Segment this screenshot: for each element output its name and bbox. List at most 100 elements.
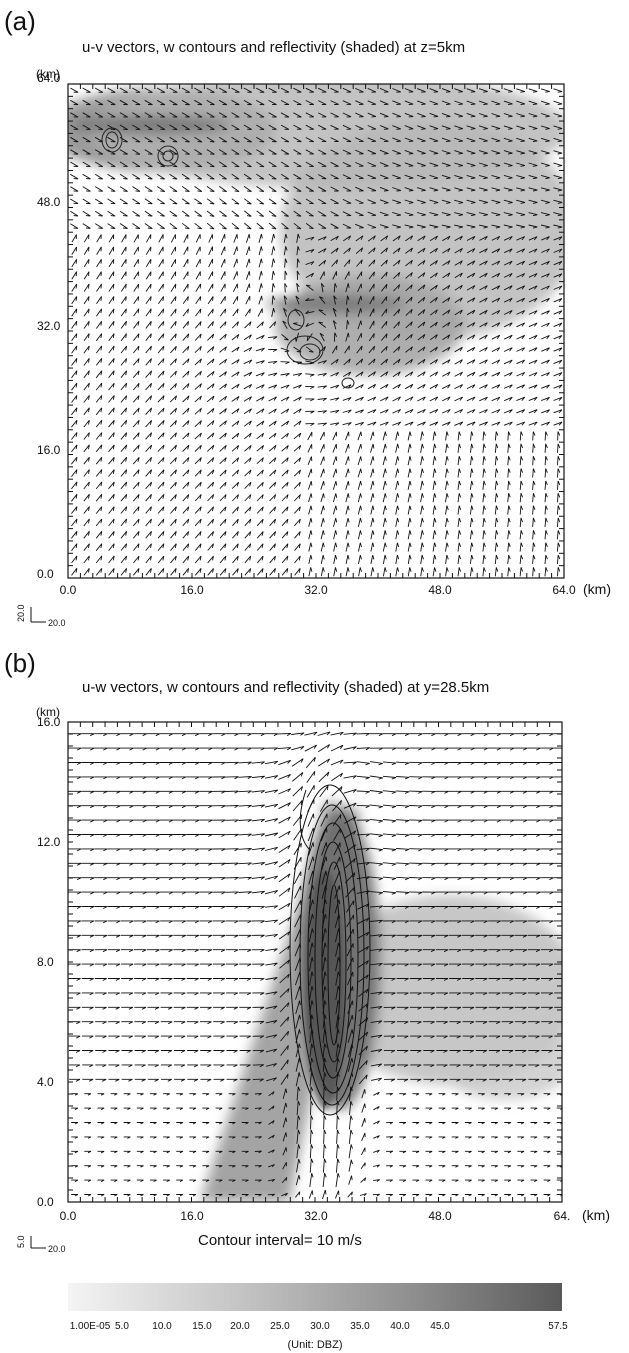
wind-vector	[133, 790, 147, 794]
wind-vector	[265, 719, 278, 721]
wind-vector	[213, 1035, 225, 1039]
wind-vector	[182, 531, 190, 539]
wind-vector	[541, 992, 554, 996]
wind-vector	[489, 1078, 501, 1082]
wind-vector	[488, 1021, 501, 1025]
wind-vector	[163, 1122, 170, 1125]
wind-vector	[244, 457, 252, 465]
wind-vector	[212, 978, 226, 981]
wind-vector	[70, 210, 79, 217]
wind-vector	[396, 733, 410, 737]
wind-vector	[407, 456, 412, 466]
wind-vector	[108, 1035, 120, 1039]
wind-vector	[194, 494, 202, 502]
wind-vector	[120, 395, 128, 403]
wind-vector	[396, 790, 410, 794]
wind-vector	[207, 321, 214, 329]
wind-vector	[541, 297, 550, 303]
wind-vector	[355, 211, 364, 217]
panel-a-y-tick-32: 32.0	[37, 319, 61, 333]
wind-vector	[281, 210, 289, 217]
wind-vector	[186, 992, 199, 996]
wind-vector	[488, 805, 502, 809]
wind-vector	[317, 744, 330, 753]
wind-vector	[429, 224, 439, 229]
wind-vector	[94, 992, 107, 996]
wind-vector	[108, 456, 115, 465]
wind-vector	[318, 296, 326, 304]
wind-vector	[420, 480, 424, 490]
wind-vector	[202, 1179, 210, 1183]
wind-vector	[530, 1136, 538, 1139]
wind-vector	[448, 877, 462, 881]
panel-b-y-tick-4: 4.0	[37, 1075, 54, 1089]
wind-vector	[501, 719, 514, 721]
wind-vector	[278, 816, 291, 824]
wind-vector	[181, 87, 190, 93]
wind-vector	[308, 928, 314, 943]
wind-vector	[256, 457, 264, 465]
wind-vector	[368, 345, 376, 354]
wind-vector	[405, 296, 413, 304]
wind-vector	[319, 785, 329, 798]
wind-vector	[516, 224, 526, 229]
wind-vector	[160, 992, 173, 996]
wind-vector	[475, 1078, 487, 1082]
wind-vector	[95, 481, 103, 490]
wind-vector	[296, 1115, 301, 1130]
wind-vector	[478, 1136, 485, 1139]
wind-vector	[194, 432, 202, 440]
wind-vector	[145, 444, 153, 453]
wind-vector	[488, 733, 502, 737]
wind-vector	[194, 506, 202, 514]
wind-vector	[280, 361, 290, 365]
wind-vector	[373, 1106, 380, 1111]
wind-vector	[436, 1064, 448, 1068]
wind-vector	[265, 933, 278, 938]
wind-vector	[243, 112, 252, 118]
wind-vector	[462, 963, 475, 967]
wind-vector	[199, 805, 213, 809]
wind-vector	[83, 456, 90, 465]
wind-vector	[416, 162, 426, 167]
wind-vector	[307, 444, 313, 453]
wind-vector	[528, 162, 538, 167]
wind-vector	[119, 210, 128, 217]
wind-vector	[239, 1078, 251, 1082]
wind-vector	[429, 284, 438, 291]
wind-vector	[404, 421, 414, 426]
wind-vector	[208, 246, 214, 255]
wind-vector	[121, 1006, 134, 1010]
wind-vector	[345, 567, 350, 577]
wind-vector	[256, 469, 264, 477]
wind-vector	[420, 517, 424, 527]
wind-vector	[293, 444, 302, 452]
wind-vector	[528, 1078, 540, 1082]
wind-vector	[81, 834, 95, 837]
wind-vector	[215, 1122, 223, 1125]
wind-vector	[382, 775, 397, 780]
wind-vector	[199, 978, 213, 981]
wind-vector	[454, 199, 464, 204]
wind-vector	[553, 150, 563, 155]
wind-vector	[186, 733, 200, 737]
wind-vector	[491, 322, 501, 328]
wind-vector	[169, 186, 178, 192]
wind-vector	[466, 322, 476, 328]
wind-vector	[432, 505, 437, 515]
wind-vector	[176, 1150, 184, 1154]
wind-vector	[540, 891, 554, 895]
wind-vector	[147, 1078, 159, 1082]
wind-vector	[382, 456, 387, 466]
wind-vector	[132, 494, 140, 502]
wind-vector	[121, 1035, 133, 1039]
wind-vector	[335, 1158, 340, 1173]
wind-vector	[283, 295, 288, 305]
wind-vector	[95, 493, 103, 502]
wind-vector	[121, 719, 134, 721]
wind-vector	[133, 246, 139, 255]
wind-vector	[133, 934, 147, 938]
wind-vector	[409, 776, 423, 780]
wind-vector	[220, 234, 226, 243]
wind-vector	[333, 554, 338, 564]
